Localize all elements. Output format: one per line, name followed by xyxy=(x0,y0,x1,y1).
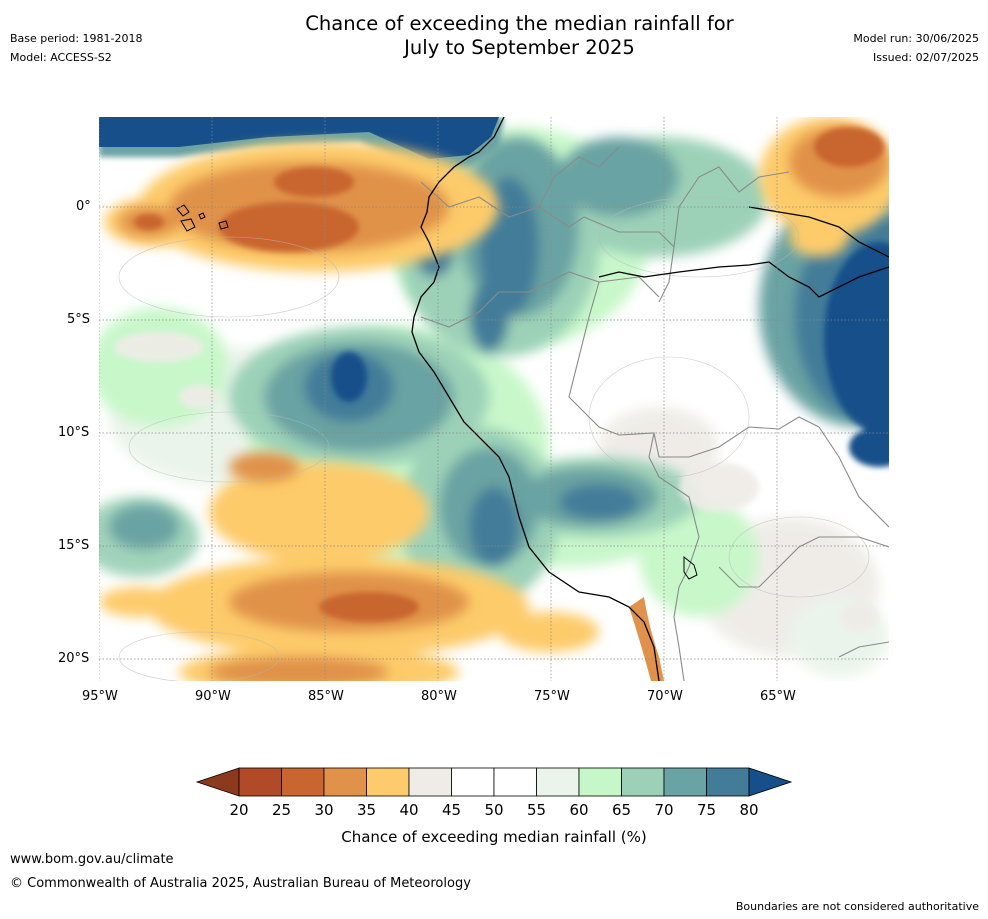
colorbar-cell xyxy=(366,767,410,797)
rainfall-map-svg xyxy=(99,117,889,681)
disclaimer-text: Boundaries are not considered authoritat… xyxy=(735,900,979,913)
colorbar-cell xyxy=(451,767,495,797)
colorbar-cell xyxy=(408,767,452,797)
probability-field xyxy=(99,117,889,681)
lon-label-75w: 75°W xyxy=(534,689,570,704)
copyright-text: © Commonwealth of Australia 2025, Austra… xyxy=(10,876,471,891)
lat-label-15s: 15°S xyxy=(58,538,90,553)
colorbar-tick-label: 55 xyxy=(526,801,547,819)
issued-label: Issued: 02/07/2025 xyxy=(872,51,979,64)
colorbar-cell xyxy=(323,767,367,797)
colorbar-cell xyxy=(663,767,707,797)
colorbar-under-arrow xyxy=(195,767,240,797)
colorbar-cell xyxy=(238,767,282,797)
lat-label-0: 0° xyxy=(76,199,91,214)
colorbar-cell xyxy=(578,767,622,797)
colorbar-tick-label: 75 xyxy=(696,801,717,819)
colorbar-cells xyxy=(195,767,793,797)
colorbar-ticks: 20 25 30 35 40 45 50 55 60 65 70 75 80 xyxy=(0,801,988,821)
rainfall-map xyxy=(99,117,889,681)
coastline xyxy=(411,117,889,681)
colorbar xyxy=(195,767,793,797)
colorbar-tick-label: 50 xyxy=(484,801,504,819)
model-run-label: Model run: 30/06/2025 xyxy=(853,32,979,45)
galapagos-islands xyxy=(176,204,229,232)
lon-label-90w: 90°W xyxy=(195,689,231,704)
graticule xyxy=(99,117,889,681)
colorbar-tick-label: 45 xyxy=(441,801,462,819)
colorbar-cell xyxy=(281,767,325,797)
colorbar-cell xyxy=(493,767,537,797)
colorbar-cell xyxy=(706,767,750,797)
colorbar-tick-label: 35 xyxy=(356,801,377,819)
colorbar-tick-label: 60 xyxy=(569,801,589,819)
website-link[interactable]: www.bom.gov.au/climate xyxy=(10,852,174,867)
title-line-2: July to September 2025 xyxy=(404,36,635,59)
lon-label-95w: 95°W xyxy=(82,689,118,704)
colorbar-tick-label: 40 xyxy=(399,801,419,819)
colorbar-tick-label: 30 xyxy=(314,801,334,819)
model-label: Model: ACCESS-S2 xyxy=(10,51,112,64)
colorbar-title: Chance of exceeding median rainfall (%) xyxy=(341,828,647,846)
lon-label-85w: 85°W xyxy=(308,689,344,704)
lon-label-80w: 80°W xyxy=(421,689,457,704)
colorbar-cell xyxy=(536,767,580,797)
lon-label-65w: 65°W xyxy=(760,689,796,704)
lon-label-70w: 70°W xyxy=(647,689,683,704)
lake-titicaca xyxy=(683,555,698,580)
lat-label-5s: 5°S xyxy=(67,312,91,327)
colorbar-tick-label: 25 xyxy=(271,801,292,819)
base-period-label: Base period: 1981-2018 xyxy=(10,32,143,45)
lat-label-10s: 10°S xyxy=(58,425,90,440)
title-line-1: Chance of exceeding the median rainfall … xyxy=(305,12,734,35)
colorbar-tick-label: 80 xyxy=(739,801,759,819)
colorbar-tick-label: 70 xyxy=(654,801,674,819)
colorbar-tick-label: 65 xyxy=(611,801,632,819)
country-boundaries xyxy=(420,146,889,681)
lat-label-20s: 20°S xyxy=(58,651,90,666)
map-title: Chance of exceeding the median rainfall … xyxy=(0,12,988,60)
colorbar-over-arrow xyxy=(748,767,793,797)
colorbar-cell xyxy=(621,767,665,797)
colorbar-tick-label: 20 xyxy=(229,801,249,819)
